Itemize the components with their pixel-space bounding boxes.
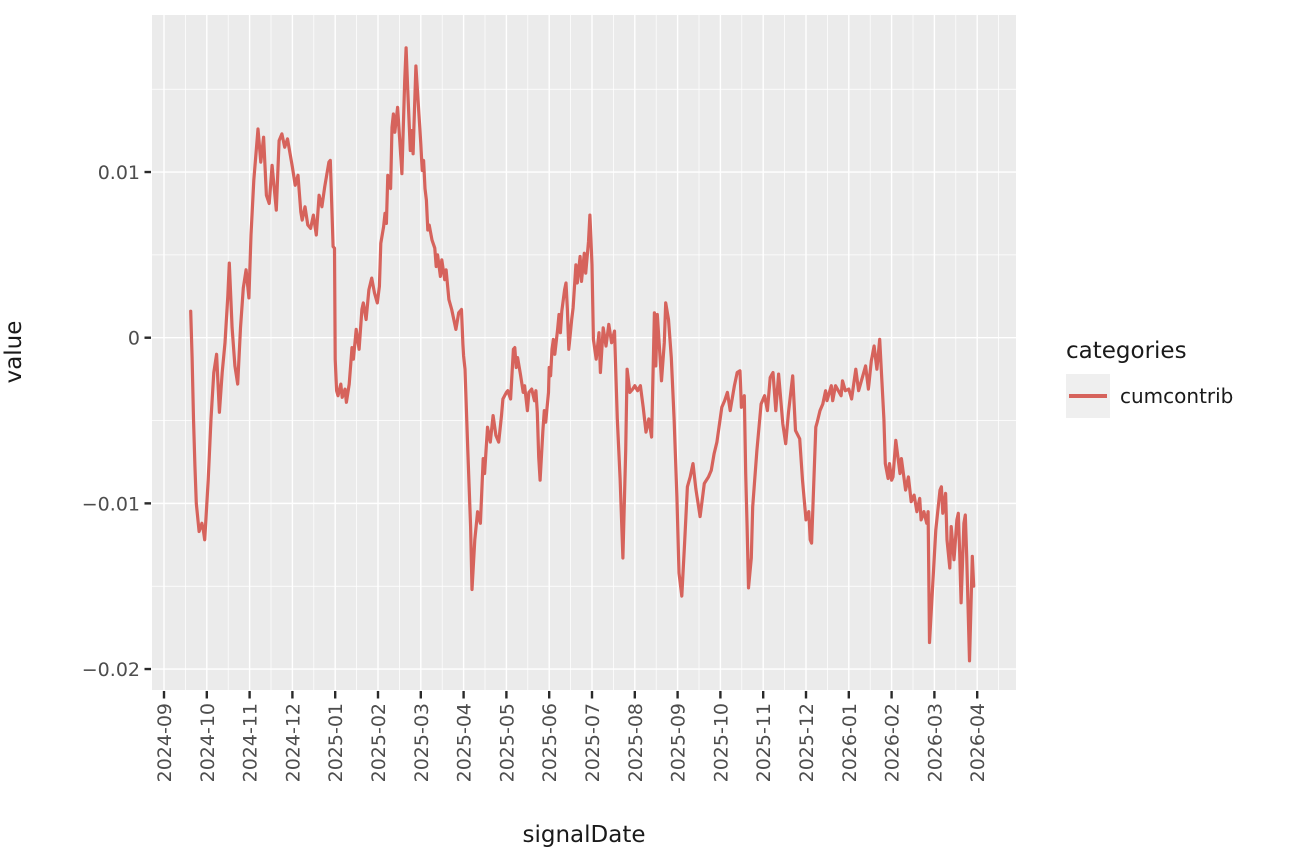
panel-background [152,15,1016,690]
series-line-cumcontrib [189,46,976,663]
legend-entry-label: cumcontrib [1120,384,1234,408]
x-tick-label: 2025-10 [710,703,732,782]
x-tick-label: 2024-12 [282,703,304,782]
y-tick-label: 0 [128,328,140,350]
y-tick-label: −0.01 [82,493,140,515]
legend-key-swatch [1066,374,1110,418]
x-tick-label: 2025-01 [325,703,347,782]
x-tick-label: 2024-11 [240,703,262,782]
x-tick-label: 2025-06 [539,703,561,782]
x-tick-label: 2024-09 [154,703,176,782]
y-tick-label: −0.02 [82,659,140,681]
x-tick-label: 2025-09 [668,703,690,782]
x-tick-label: 2025-12 [796,703,818,782]
x-tick-label: 2024-10 [197,703,219,782]
x-tick-label: 2026-04 [967,703,989,782]
x-tick-label: 2026-02 [882,703,904,782]
x-axis-title: signalDate [522,822,646,848]
legend-line-icon [1069,394,1107,398]
x-tick-label: 2025-04 [454,703,476,782]
x-tick-label: 2025-03 [411,703,433,782]
legend: categories cumcontrib [1066,338,1233,418]
x-tick-label: 2026-01 [839,703,861,782]
x-tick-label: 2025-07 [582,703,604,782]
x-tick-label: 2025-05 [496,703,518,782]
x-tick-label: 2025-02 [368,703,390,782]
y-axis-title: value [1,320,27,384]
x-tick-label: 2026-03 [924,703,946,782]
x-tick-label: 2025-08 [625,703,647,782]
y-tick-label: 0.01 [98,162,140,184]
x-tick-label: 2025-11 [753,703,775,782]
legend-entry-cumcontrib: cumcontrib [1066,374,1233,418]
legend-title: categories [1066,338,1187,364]
